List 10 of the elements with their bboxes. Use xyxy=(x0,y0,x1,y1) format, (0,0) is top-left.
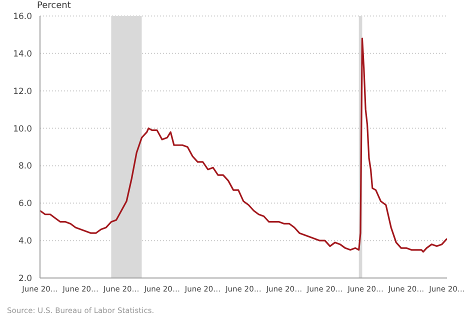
y-tick-label: 8.0 xyxy=(18,162,32,172)
y-tick-label: 14.0 xyxy=(13,49,32,60)
y-tick-label: 16.0 xyxy=(13,12,32,22)
y-tick-label: 2.0 xyxy=(18,274,32,284)
y-axis-title: Percent xyxy=(37,1,71,11)
y-tick-label: 12.0 xyxy=(13,86,32,97)
y-tick-label: 6.0 xyxy=(18,199,32,210)
y-tick-label: 10.0 xyxy=(13,124,32,134)
y-tick-label: 4.0 xyxy=(18,236,32,247)
line-series xyxy=(40,38,447,253)
